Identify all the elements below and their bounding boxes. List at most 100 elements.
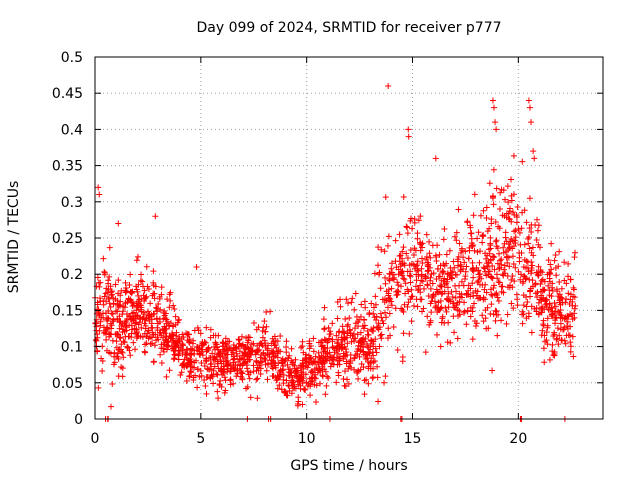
data-point (378, 314, 385, 321)
data-point (382, 373, 389, 380)
data-point (414, 303, 421, 310)
data-point (119, 373, 126, 380)
data-point (365, 332, 372, 339)
data-point (137, 277, 144, 284)
data-point (338, 334, 345, 341)
data-point (437, 262, 444, 269)
data-point (98, 355, 105, 362)
data-point (354, 350, 361, 357)
data-point (254, 395, 261, 402)
data-point (265, 361, 272, 368)
data-point (541, 287, 548, 294)
data-point (414, 262, 421, 269)
data-point (411, 215, 418, 222)
data-point (327, 363, 334, 370)
data-point (556, 279, 563, 286)
data-point (444, 339, 451, 346)
data-point (135, 292, 142, 299)
data-point (133, 300, 140, 307)
data-point (103, 336, 110, 343)
data-point (543, 296, 550, 303)
data-point (198, 342, 205, 349)
data-point (116, 334, 123, 341)
data-point (142, 349, 149, 356)
data-point (553, 272, 560, 279)
data-point (229, 349, 236, 356)
data-point (458, 278, 465, 285)
data-point (289, 385, 296, 392)
data-point (180, 334, 187, 341)
data-point (193, 263, 200, 270)
data-point (355, 375, 362, 382)
data-point (150, 282, 157, 289)
data-point (455, 253, 462, 260)
data-point (571, 310, 578, 317)
data-point (329, 320, 336, 327)
data-point (480, 233, 487, 240)
data-point (534, 227, 541, 234)
data-point (320, 348, 327, 355)
data-point (372, 345, 379, 352)
data-point (491, 282, 498, 289)
data-point (375, 244, 382, 251)
data-point (530, 148, 537, 155)
data-point (435, 299, 442, 306)
data-point (194, 384, 201, 391)
data-point (501, 266, 508, 273)
data-point (95, 184, 102, 191)
data-point (512, 227, 519, 234)
data-point (499, 283, 506, 290)
data-point (418, 265, 425, 272)
data-point (158, 360, 165, 367)
data-point (520, 264, 527, 271)
data-point (335, 329, 342, 336)
data-point (230, 380, 237, 387)
data-point (311, 374, 318, 381)
data-point (469, 280, 476, 287)
data-point (108, 403, 115, 410)
data-point (138, 324, 145, 331)
data-point (516, 229, 523, 236)
data-point (406, 330, 413, 337)
data-point (117, 292, 124, 299)
data-point (365, 363, 372, 370)
data-point (336, 328, 343, 335)
data-point (390, 271, 397, 278)
data-point (156, 293, 163, 300)
data-point (409, 293, 416, 300)
data-point (199, 346, 206, 353)
data-point (107, 283, 114, 290)
data-point (531, 155, 538, 162)
data-point (414, 235, 421, 242)
data-point (546, 292, 553, 299)
data-point (569, 302, 576, 309)
data-point (399, 268, 406, 275)
data-point (490, 166, 497, 173)
data-point (356, 353, 363, 360)
data-point (360, 364, 367, 371)
data-point (444, 284, 451, 291)
data-point (321, 325, 328, 332)
data-point (237, 373, 244, 380)
data-point (323, 382, 330, 389)
data-point (235, 358, 242, 365)
data-point (497, 257, 504, 264)
data-point (295, 381, 302, 388)
data-point (352, 290, 359, 297)
data-point (220, 358, 227, 365)
data-point (381, 379, 388, 386)
data-point (203, 324, 210, 331)
data-point (399, 353, 406, 360)
data-point (246, 375, 253, 382)
data-point (127, 296, 134, 303)
data-point (506, 263, 513, 270)
data-point (435, 307, 442, 314)
data-point (257, 354, 264, 361)
data-point (142, 325, 149, 332)
data-point (253, 349, 260, 356)
data-point (382, 274, 389, 281)
data-point (358, 301, 365, 308)
data-point (171, 355, 178, 362)
data-point (288, 345, 295, 352)
